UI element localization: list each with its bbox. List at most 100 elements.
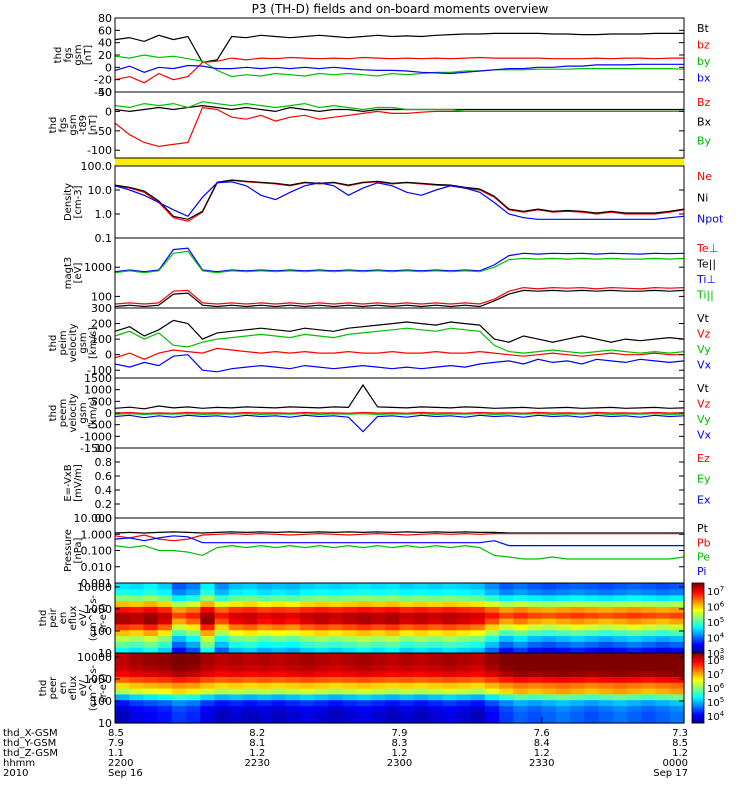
spectrogram-cell [171, 664, 187, 672]
spectrogram-cell [129, 653, 145, 660]
spectrogram-cell [328, 594, 344, 602]
spectrogram-cell [527, 705, 543, 712]
y-tick-label: 80 [98, 12, 112, 25]
spectrogram-cell [171, 699, 187, 707]
spectrogram-cell [570, 594, 586, 602]
colorbar-tick-label: 105 [707, 616, 724, 629]
spectrogram-cell [356, 594, 372, 602]
series-line [114, 104, 684, 113]
spectrogram-cell [555, 699, 571, 707]
spectrogram-cell [271, 612, 287, 619]
spectrogram-cell [171, 676, 187, 683]
spectrogram-cell [371, 676, 386, 683]
series-line [114, 414, 685, 433]
spectrogram-cell [200, 705, 216, 712]
legend-label: Ex [697, 493, 711, 506]
spectrogram-cell [669, 711, 685, 718]
spectrogram-cell [214, 711, 230, 718]
spectrogram-cell [257, 682, 273, 689]
legend-label: bz [697, 39, 710, 52]
colorbar-segment [692, 720, 704, 724]
spectrogram-cell [299, 711, 315, 718]
spectrogram-cell [584, 647, 600, 654]
legend-label: Te|| [696, 258, 716, 271]
spectrogram-cell [299, 664, 315, 672]
spectrogram-cell [186, 717, 201, 724]
spectrogram-cell [470, 623, 486, 631]
y-axis-label: eV/ [78, 609, 89, 626]
spectrogram-cell [228, 635, 244, 642]
spectrogram-cell [427, 693, 443, 701]
series-line [114, 531, 684, 534]
spectrogram-cell [541, 653, 557, 660]
spectrogram-cell [214, 618, 230, 625]
y-axis-label: [km/s] [88, 397, 99, 429]
spectrogram-cell [456, 635, 472, 642]
y-tick-label: 10 [98, 647, 112, 660]
spectrogram-cell [157, 693, 173, 701]
y-tick-label: 200 [91, 318, 112, 331]
spectrogram-cell [456, 629, 472, 637]
spectrogram-cell [285, 618, 301, 625]
spectrogram-cell [299, 641, 315, 648]
spectrogram-cell [186, 629, 201, 637]
spectrogram-cell [228, 664, 244, 672]
spectrogram-cell [385, 606, 401, 613]
spectrogram-cell [157, 606, 173, 613]
legend-label: bx [697, 72, 711, 85]
spectrogram-cell [186, 682, 201, 689]
spectrogram-cell [228, 606, 244, 613]
spectrogram-cell [214, 606, 230, 613]
spectrogram-cell [484, 699, 500, 707]
legend-label: Pt [697, 522, 709, 535]
spectrogram-cell [271, 653, 287, 660]
colorbar-segment [692, 685, 704, 689]
spectrogram-cell [442, 635, 457, 642]
spectrogram-cell [186, 670, 201, 677]
spectrogram-cell [157, 612, 173, 619]
colorbar-segment [692, 671, 704, 675]
spectrogram-cell [271, 658, 287, 666]
spectrogram-cell [157, 635, 173, 642]
spectrogram-cell [214, 705, 230, 712]
spectrogram-cell [371, 658, 386, 666]
y-tick-label: 60 [98, 24, 112, 37]
spectrogram-cell [243, 647, 258, 654]
y-axis-label: [nT] [88, 115, 99, 135]
y-axis-label: [cm-3] [73, 185, 84, 218]
series-line [114, 250, 685, 274]
spectrogram-cell [612, 693, 628, 701]
colorbar-segment [692, 713, 704, 717]
y-tick-label: 300 [91, 302, 112, 315]
spectrogram-cell [541, 606, 557, 613]
spectrogram-cell [541, 647, 557, 654]
spectrogram-cell [527, 641, 543, 648]
spectrogram-cell [641, 705, 657, 712]
y-tick-label: 10000 [77, 651, 112, 664]
spectrogram-cell [171, 635, 187, 642]
spectrogram-cell [157, 641, 173, 648]
y-axis-label: sr-eV) [98, 673, 109, 702]
colorbar-segment [692, 594, 704, 598]
spectrogram-cell [385, 717, 401, 724]
spectrogram-cell [271, 670, 287, 677]
spectrogram-cell [271, 688, 287, 695]
spectrogram-cell [157, 623, 173, 631]
spectrogram-cell [228, 653, 244, 660]
spectrogram-cell [171, 629, 187, 637]
x-tick-label: Sep 17 [653, 768, 688, 779]
spectrogram-cell [342, 658, 358, 666]
spectrogram-cell [655, 670, 671, 677]
spectrogram-cell [413, 583, 429, 590]
spectrogram-cell [271, 705, 287, 712]
spectrogram-cell [669, 612, 685, 619]
spectrogram-cell [456, 623, 472, 631]
colorbar-segment [692, 716, 704, 719]
spectrogram-cell [399, 664, 415, 672]
spectrogram-cell [570, 618, 586, 625]
y-axis-label: fgs [63, 47, 74, 62]
